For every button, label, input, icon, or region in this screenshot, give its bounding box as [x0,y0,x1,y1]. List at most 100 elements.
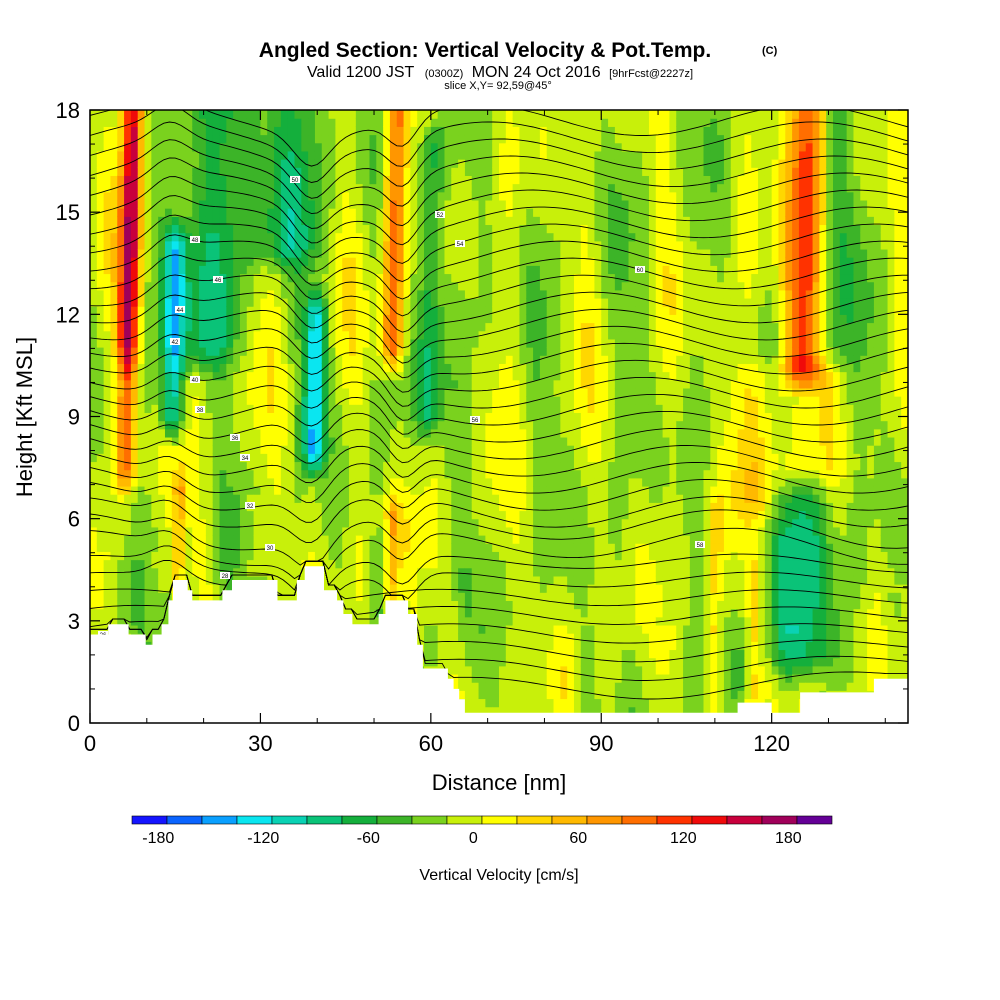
velocity-cell [505,216,514,226]
velocity-cell [192,297,200,307]
velocity-cell [492,126,500,136]
velocity-cell [219,355,227,364]
velocity-cell [437,526,446,536]
velocity-cell [144,428,152,438]
velocity-cell [424,347,432,356]
velocity-cell [212,502,221,512]
velocity-cell [124,289,132,299]
velocity-cell [492,396,500,405]
velocity-cell [280,477,289,487]
velocity-cell [233,273,241,283]
velocity-cell [362,183,371,193]
velocity-cell [158,485,166,495]
velocity-cell [103,248,112,258]
velocity-cell [403,208,411,217]
velocity-cell [117,265,125,275]
velocity-cell [185,191,193,201]
velocity-cell [533,338,541,348]
velocity-cell [321,199,330,209]
velocity-cell [362,110,371,119]
velocity-cell [355,330,364,340]
velocity-cell [226,159,234,168]
velocity-cell [239,110,248,119]
velocity-cell [96,396,105,405]
velocity-cell [471,624,480,634]
velocity-cell [478,216,486,226]
velocity-cell [403,371,411,381]
velocity-cell [349,330,357,340]
velocity-cell [137,445,146,454]
velocity-cell [260,363,268,373]
velocity-cell [389,526,398,536]
velocity-cell [117,289,125,299]
velocity-cell [376,510,384,520]
velocity-cell [403,314,411,324]
velocity-cell [321,150,330,160]
velocity-cell [137,494,146,503]
velocity-cell [185,281,193,291]
velocity-cell [164,355,173,364]
velocity-cell [389,330,398,340]
velocity-cell [90,216,98,226]
velocity-cell [485,477,493,487]
velocity-cell [349,322,357,332]
velocity-cell [212,592,221,601]
velocity-cell [233,404,241,414]
velocity-cell [505,461,514,471]
velocity-cell [205,159,214,168]
velocity-cell [212,518,221,528]
velocity-cell [505,584,514,593]
velocity-cell [424,477,432,487]
velocity-cell [451,289,459,299]
velocity-cell [233,494,241,503]
velocity-cell [164,428,173,438]
velocity-cell [410,167,418,176]
velocity-cell [512,559,521,569]
velocity-cell [499,355,507,364]
velocity-cell [499,273,507,283]
velocity-cell [417,126,425,136]
velocity-cell [280,322,289,332]
velocity-cell [478,657,486,667]
velocity-cell [205,371,214,381]
velocity-cell [205,420,214,430]
velocity-cell [212,289,221,299]
velocity-cell [396,445,405,454]
velocity-cell [192,494,200,503]
velocity-cell [451,567,459,577]
velocity-cell [342,273,350,283]
velocity-cell [444,199,452,209]
velocity-cell [124,199,132,209]
velocity-cell [485,396,493,405]
velocity-cell [383,175,391,185]
velocity-cell [260,347,268,356]
velocity-cell [314,224,323,234]
velocity-cell [478,575,486,585]
velocity-cell [164,584,173,593]
velocity-cell [437,314,446,324]
velocity-cell [246,347,255,356]
velocity-cell [280,191,289,201]
velocity-cell [458,673,466,683]
velocity-cell [130,126,139,136]
velocity-cell [403,510,411,520]
velocity-cell [178,559,187,569]
velocity-cell [499,248,507,258]
velocity-cell [287,150,296,160]
velocity-cell [103,575,112,585]
velocity-cell [137,216,146,226]
velocity-cell [260,338,268,348]
velocity-cell [458,216,466,226]
velocity-cell [376,232,384,242]
velocity-cell [410,297,418,307]
velocity-cell [383,110,391,119]
velocity-cell [424,281,432,291]
velocity-cell [417,371,425,381]
velocity-cell [369,306,377,315]
velocity-cell [117,257,125,266]
velocity-cell [458,551,466,561]
velocity-cell [171,248,180,258]
velocity-cell [267,404,275,414]
velocity-cell [294,371,302,381]
velocity-cell [308,110,316,119]
